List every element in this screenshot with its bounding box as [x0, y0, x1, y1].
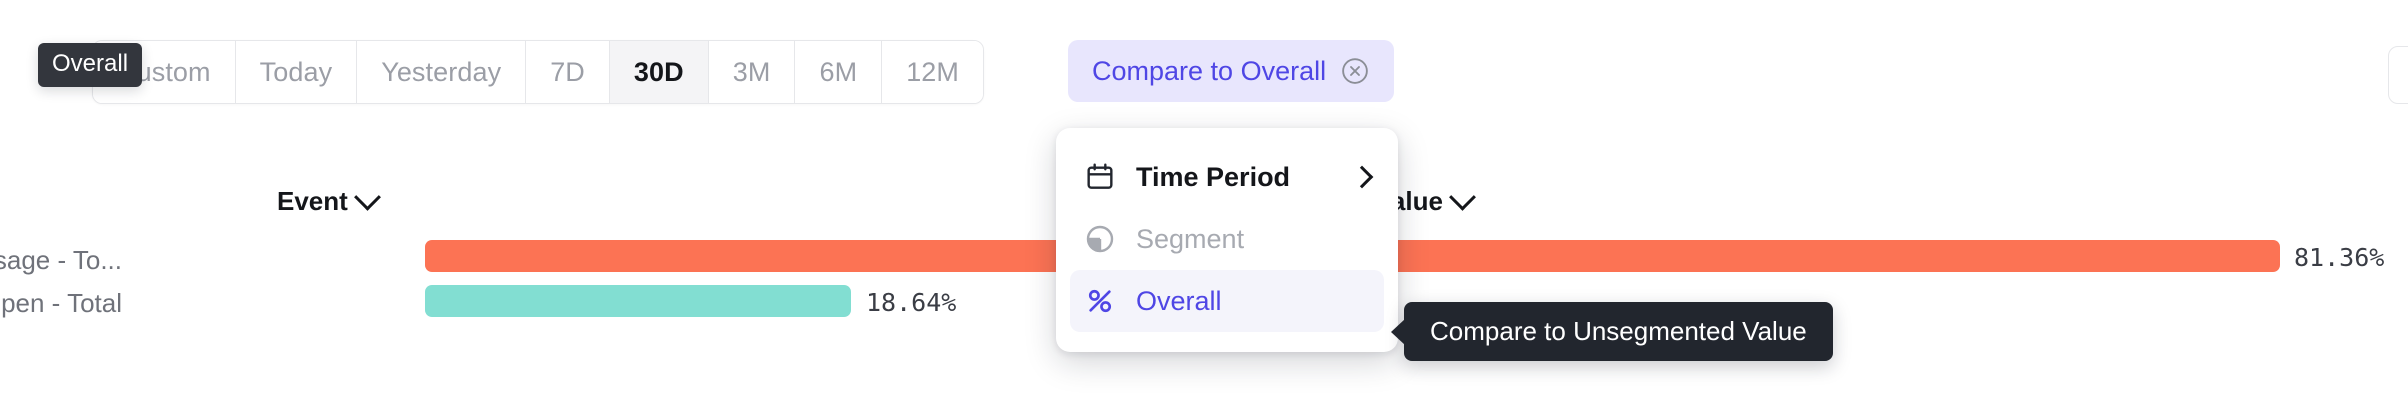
column-header-event-label: Event: [277, 186, 348, 216]
right-edge-partial-control[interactable]: [2388, 46, 2408, 104]
tooltip-compare-to-unsegmented-value: Compare to Unsegmented Value: [1391, 302, 1833, 361]
tab-30d[interactable]: 30D: [609, 41, 709, 103]
chart-bar-value: 81.36%: [2294, 243, 2385, 272]
tab-12m[interactable]: 12M: [882, 41, 984, 103]
close-circle-icon[interactable]: [1340, 56, 1370, 86]
time-range-tab-group[interactable]: Custom Today Yesterday 7D 30D 3M 6M 12M: [92, 40, 985, 104]
chart-bar-value: 18.64%: [866, 288, 957, 317]
tab-7d[interactable]: 7D: [526, 41, 610, 103]
menu-item-time-period-label: Time Period: [1136, 161, 1291, 192]
menu-item-segment[interactable]: Segment: [1070, 208, 1384, 270]
column-header-event[interactable]: Event: [277, 183, 381, 217]
chart-row-label: A. Send Message - To...: [0, 245, 122, 275]
menu-item-overall-label: Overall: [1136, 285, 1222, 316]
tab-6m[interactable]: 6M: [795, 41, 883, 103]
chart-bar-app-open[interactable]: [425, 285, 851, 317]
percent-icon: [1088, 289, 1112, 313]
compare-dropdown-menu: Time Period Segment Overall: [1056, 128, 1398, 352]
menu-item-overall[interactable]: Overall: [1070, 270, 1384, 332]
chevron-down-icon: [1449, 183, 1476, 211]
chart-row-label: B. App Open - Total: [0, 288, 122, 318]
menu-item-segment-label: Segment: [1136, 223, 1245, 254]
tooltip-overall: Overall: [38, 43, 143, 87]
tab-3m[interactable]: 3M: [708, 41, 796, 103]
pie-chart-icon: [1086, 225, 1114, 253]
compare-chip-label: Compare to Overall: [1092, 55, 1327, 86]
menu-item-time-period[interactable]: Time Period: [1070, 146, 1384, 208]
chevron-right-icon: [1350, 165, 1374, 189]
tab-yesterday[interactable]: Yesterday: [357, 41, 527, 103]
tab-today[interactable]: Today: [235, 41, 358, 103]
calendar-icon: [1087, 163, 1113, 189]
chevron-down-icon: [353, 183, 381, 211]
compare-to-overall-chip[interactable]: Compare to Overall: [1068, 40, 1395, 102]
